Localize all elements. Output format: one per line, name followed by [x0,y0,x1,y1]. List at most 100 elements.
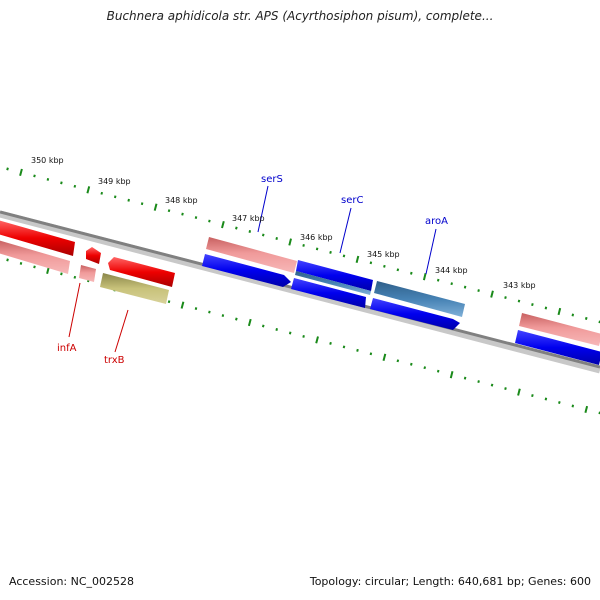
major-tick [584,405,589,414]
minor-tick [221,314,225,318]
major-tick [517,388,521,396]
steel-gene-serC[interactable] [295,271,371,295]
gene-label-serS: serS [261,174,283,185]
major-tick [221,220,225,229]
gene-label-trxB: trxB [104,355,125,366]
minor-tick [46,177,50,181]
minor-tick [450,282,453,286]
major-tick [180,301,185,309]
olive-gene-trxB[interactable] [100,273,169,304]
ruler-label-345: 345 kbp [367,250,400,259]
minor-tick [302,334,305,338]
minor-tick [396,268,400,272]
minor-tick [584,316,588,320]
steel-gene-aroA[interactable] [374,281,465,317]
minor-tick [60,272,63,276]
gene-leaders [68,185,437,353]
minor-tick [329,341,332,345]
minor-tick [60,181,63,185]
genome-summary-text: Topology: circular; Length: 640,681 bp; … [309,575,591,588]
minor-tick [490,383,494,387]
features [0,220,600,365]
minor-tick [571,313,575,317]
minor-tick [342,254,346,258]
minor-tick [329,250,332,254]
pink-gene-right[interactable] [519,313,600,346]
ruler-label-346: 346 kbp [300,233,333,242]
backbone-shadow [0,210,600,374]
leader-aroA [425,228,437,275]
minor-tick [315,247,319,251]
minor-tick [288,331,292,335]
ruler-label-344: 344 kbp [435,266,468,275]
pink-gene-serS[interactable] [206,237,297,273]
major-tick [19,168,23,177]
red-gene-infA[interactable] [86,247,101,264]
minor-tick [208,219,211,223]
minor-tick [73,184,77,188]
blue-gene-right[interactable] [515,330,600,365]
major-tick [449,371,454,379]
minor-tick [248,230,252,233]
minor-tick [235,317,238,321]
minor-tick [517,299,521,303]
major-tick [422,273,427,281]
minor-tick [302,243,305,247]
outer-tick-ring [6,167,600,324]
minor-tick [181,212,184,216]
red-gene-left-1[interactable] [0,220,75,256]
minor-tick [369,261,373,265]
minor-tick [436,369,440,373]
major-tick [288,238,292,246]
minor-tick [140,202,144,206]
minor-tick [423,366,427,370]
minor-tick [504,387,507,391]
map-title: Buchnera aphidicola str. APS (Acyrthosip… [106,9,494,23]
minor-tick [127,198,130,202]
minor-tick [383,264,386,268]
ruler-label-347: 347 kbp [232,214,265,223]
minor-tick [6,167,9,171]
major-tick [355,255,360,263]
minor-tick [33,265,36,269]
major-tick [557,307,562,316]
minor-tick [275,237,278,240]
minor-tick [477,380,480,384]
ruler-label-348: 348 kbp [165,196,198,205]
leader-serS [257,185,269,233]
blue-gene-aroA[interactable] [370,298,460,330]
minor-tick [369,352,373,356]
minor-tick [261,324,265,328]
major-tick [490,290,494,298]
minor-tick [167,300,171,304]
minor-tick [544,306,548,310]
minor-tick [544,397,548,401]
red-gene-trxB[interactable] [108,257,175,287]
pink-gene-left-1[interactable] [0,240,70,274]
major-tick [247,318,252,327]
minor-tick [113,195,117,199]
minor-tick [531,303,534,307]
minor-tick [167,209,171,213]
minor-tick [208,310,211,314]
minor-tick [235,226,238,230]
gene-label-aroA: aroA [425,216,448,227]
gene-label-infA: infA [57,343,77,354]
minor-tick [463,376,467,380]
ruler-label-343: 343 kbp [503,281,536,290]
minor-tick [342,345,346,349]
blue-gene-serC[interactable] [296,260,373,291]
pink-gene-infA[interactable] [79,265,96,282]
ruler-label-349: 349 kbp [98,177,131,186]
ruler-label-350: 350 kbp [31,156,64,165]
blue-gene-serS[interactable] [202,254,291,287]
minor-tick [463,285,467,289]
major-tick [86,186,91,194]
minor-tick [477,289,480,293]
gene-label-serC: serC [341,195,363,206]
leader-infA [68,282,81,338]
major-tick [382,353,387,361]
minor-tick [504,296,507,300]
blue-gene-serC-2[interactable] [291,278,366,308]
